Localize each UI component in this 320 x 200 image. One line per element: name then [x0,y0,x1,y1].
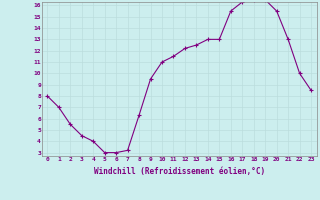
X-axis label: Windchill (Refroidissement éolien,°C): Windchill (Refroidissement éolien,°C) [94,167,265,176]
